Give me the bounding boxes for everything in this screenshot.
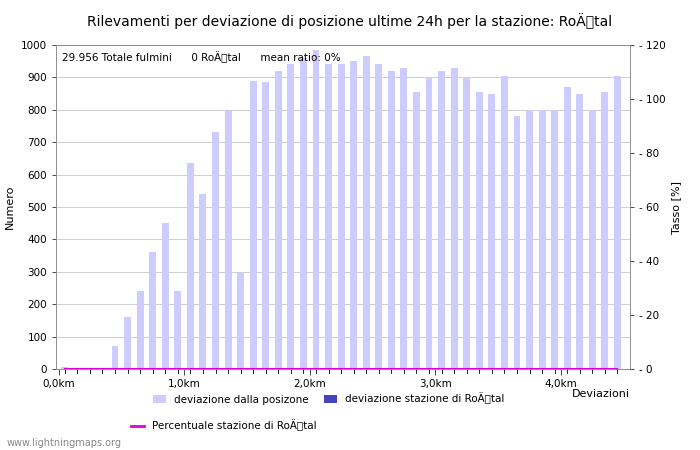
Bar [438, 71, 445, 369]
Bar [187, 163, 194, 369]
Bar [538, 110, 545, 369]
Bar [463, 77, 470, 369]
Bar [426, 77, 433, 369]
Bar [162, 223, 169, 369]
Legend: Percentuale stazione di RoÄtal: Percentuale stazione di RoÄtal [127, 416, 321, 436]
Bar [275, 71, 282, 369]
Bar [288, 64, 294, 369]
Y-axis label: Numero: Numero [6, 185, 15, 229]
Bar [413, 92, 420, 369]
Bar [614, 76, 621, 369]
Bar [375, 64, 382, 369]
Bar [312, 50, 319, 369]
Bar [325, 64, 332, 369]
Text: 29.956 Totale fulmini      0 RoÄtal      mean ratio: 0%: 29.956 Totale fulmini 0 RoÄtal mean rat… [62, 51, 340, 63]
Bar [526, 110, 533, 369]
Bar [300, 58, 307, 369]
Bar [388, 71, 395, 369]
Bar [476, 92, 483, 369]
Bar [136, 291, 144, 369]
Bar [551, 110, 558, 369]
Bar [363, 56, 370, 369]
Bar [199, 194, 206, 369]
Bar [62, 367, 68, 369]
Bar [262, 82, 270, 369]
Bar [124, 317, 131, 369]
Bar [400, 68, 407, 369]
Bar [149, 252, 156, 369]
Bar [489, 94, 496, 369]
Bar [601, 92, 608, 369]
Bar [174, 291, 181, 369]
Bar [111, 346, 118, 369]
Bar [212, 132, 219, 369]
Text: Deviazioni: Deviazioni [572, 389, 630, 399]
Text: www.lightningmaps.org: www.lightningmaps.org [7, 438, 122, 448]
Bar [225, 110, 232, 369]
Bar [250, 81, 257, 369]
Text: Rilevamenti per deviazione di posizione ultime 24h per la stazione: RoÄtal: Rilevamenti per deviazione di posizione … [88, 14, 612, 29]
Bar [350, 61, 357, 369]
Bar [501, 76, 508, 369]
Bar [451, 68, 458, 369]
Y-axis label: Tasso [%]: Tasso [%] [671, 180, 681, 234]
Bar [564, 87, 570, 369]
Legend: deviazione dalla posizone, deviazione stazione di RoÄtal: deviazione dalla posizone, deviazione st… [149, 389, 509, 409]
Bar [237, 274, 244, 369]
Bar [514, 116, 520, 369]
Bar [337, 64, 344, 369]
Bar [589, 110, 596, 369]
Bar [576, 94, 583, 369]
